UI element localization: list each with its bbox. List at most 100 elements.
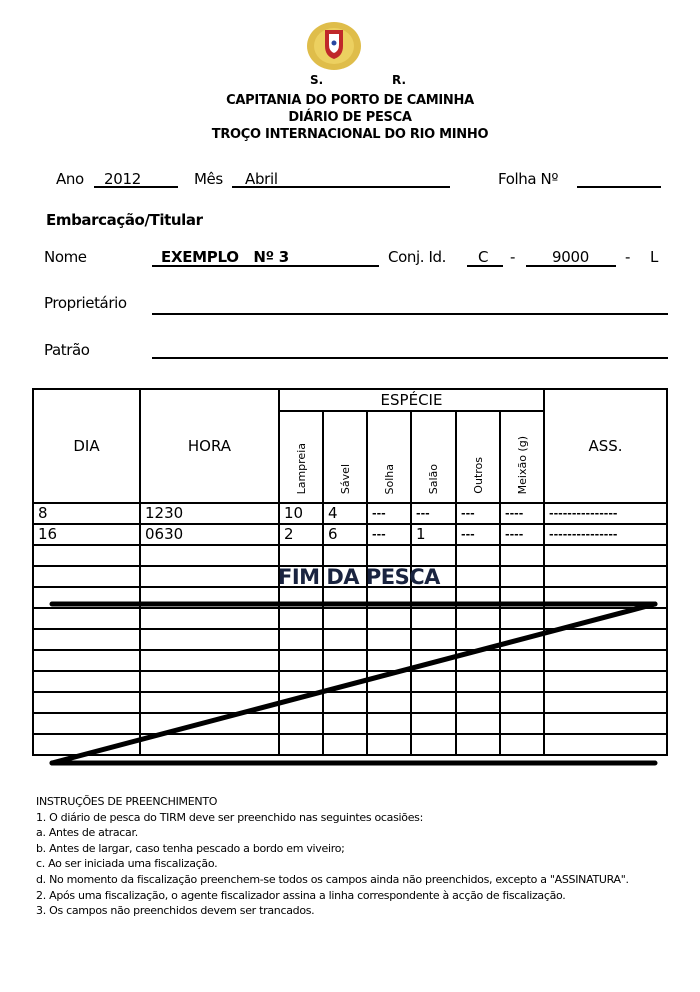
conj-number: 9000 [552,248,589,266]
table-cell[interactable] [455,565,501,588]
table-cell[interactable] [410,565,457,588]
table-cell[interactable] [278,733,324,756]
table-cell[interactable] [322,712,368,735]
ano-field[interactable] [94,186,178,188]
table-cell[interactable] [499,649,545,672]
table-cell[interactable]: ---- [499,502,545,525]
table-cell[interactable] [499,565,545,588]
table-cell[interactable] [499,691,545,714]
folha-field[interactable] [577,186,661,188]
table-cell[interactable] [499,544,545,567]
table-cell[interactable] [366,733,412,756]
table-cell[interactable] [366,649,412,672]
table-cell[interactable] [322,649,368,672]
table-cell[interactable] [32,712,141,735]
table-cell[interactable] [278,565,324,588]
table-cell[interactable] [543,628,668,651]
table-cell[interactable] [543,544,668,567]
table-cell[interactable] [278,649,324,672]
table-cell[interactable] [455,733,501,756]
table-cell[interactable] [366,691,412,714]
table-cell[interactable] [32,670,141,693]
table-cell[interactable] [499,733,545,756]
table-cell[interactable]: --------------- [543,523,668,546]
table-cell[interactable] [410,670,457,693]
table-cell[interactable] [455,691,501,714]
table-cell[interactable]: --------------- [543,502,668,525]
table-cell[interactable] [322,628,368,651]
col-solha-header: Solha [366,410,412,504]
table-cell[interactable] [410,607,457,630]
table-cell[interactable] [322,565,368,588]
table-cell[interactable]: 1230 [139,502,280,525]
table-cell[interactable] [499,712,545,735]
table-cell[interactable] [543,691,668,714]
nome-field[interactable] [152,265,379,267]
table-cell[interactable]: --- [410,502,457,525]
table-cell[interactable] [32,649,141,672]
table-cell[interactable]: 8 [32,502,141,525]
table-cell[interactable]: --- [366,523,412,546]
table-cell[interactable] [366,607,412,630]
table-cell[interactable] [366,628,412,651]
patrao-field[interactable] [152,357,668,359]
table-cell[interactable] [278,544,324,567]
table-cell[interactable] [543,733,668,756]
table-cell[interactable] [499,670,545,693]
conj-prefix-field[interactable] [467,265,503,267]
table-cell[interactable] [543,649,668,672]
table-cell[interactable]: --- [455,502,501,525]
table-cell[interactable] [139,607,280,630]
table-cell[interactable]: ---- [499,523,545,546]
table-cell[interactable] [455,544,501,567]
mes-value: Abril [245,170,278,188]
table-cell[interactable]: 0630 [139,523,280,546]
table-cell[interactable] [543,670,668,693]
table-cell[interactable] [139,544,280,567]
proprietario-field[interactable] [152,313,668,315]
table-cell[interactable]: --- [366,502,412,525]
table-cell[interactable] [139,733,280,756]
table-cell[interactable] [499,607,545,630]
table-cell[interactable] [139,628,280,651]
table-cell[interactable] [410,691,457,714]
table-cell[interactable] [455,712,501,735]
table-cell[interactable] [366,565,412,588]
table-cell[interactable]: 16 [32,523,141,546]
table-cell[interactable] [410,628,457,651]
table-cell[interactable] [278,712,324,735]
table-cell[interactable] [455,670,501,693]
table-cell[interactable]: 6 [322,523,368,546]
table-cell[interactable] [410,544,457,567]
table-cell[interactable]: 4 [322,502,368,525]
table-cell[interactable] [139,670,280,693]
table-cell[interactable] [32,565,141,588]
table-cell[interactable] [322,607,368,630]
table-cell[interactable] [139,649,280,672]
table-cell[interactable] [278,670,324,693]
table-cell[interactable] [410,712,457,735]
table-cell[interactable] [543,712,668,735]
table-cell[interactable] [455,607,501,630]
table-cell[interactable]: 1 [410,523,457,546]
table-cell[interactable] [32,607,141,630]
mes-field[interactable] [232,186,450,188]
table-cell[interactable] [139,565,280,588]
table-cell[interactable] [543,565,668,588]
table-cell[interactable]: 2 [278,523,324,546]
table-cell[interactable]: 10 [278,502,324,525]
end-of-fishing-text: FIM DA PESCA [278,565,440,589]
table-cell[interactable] [278,607,324,630]
table-cell[interactable]: --- [455,523,501,546]
table-cell[interactable] [366,712,412,735]
table-cell[interactable] [32,628,141,651]
table-cell[interactable] [410,733,457,756]
table-cell[interactable] [322,544,368,567]
table-cell[interactable] [278,628,324,651]
table-cell[interactable] [322,733,368,756]
conj-number-field[interactable] [526,265,616,267]
table-cell[interactable] [32,691,141,714]
table-cell[interactable] [32,544,141,567]
table-cell[interactable] [366,544,412,567]
table-cell[interactable] [322,691,368,714]
